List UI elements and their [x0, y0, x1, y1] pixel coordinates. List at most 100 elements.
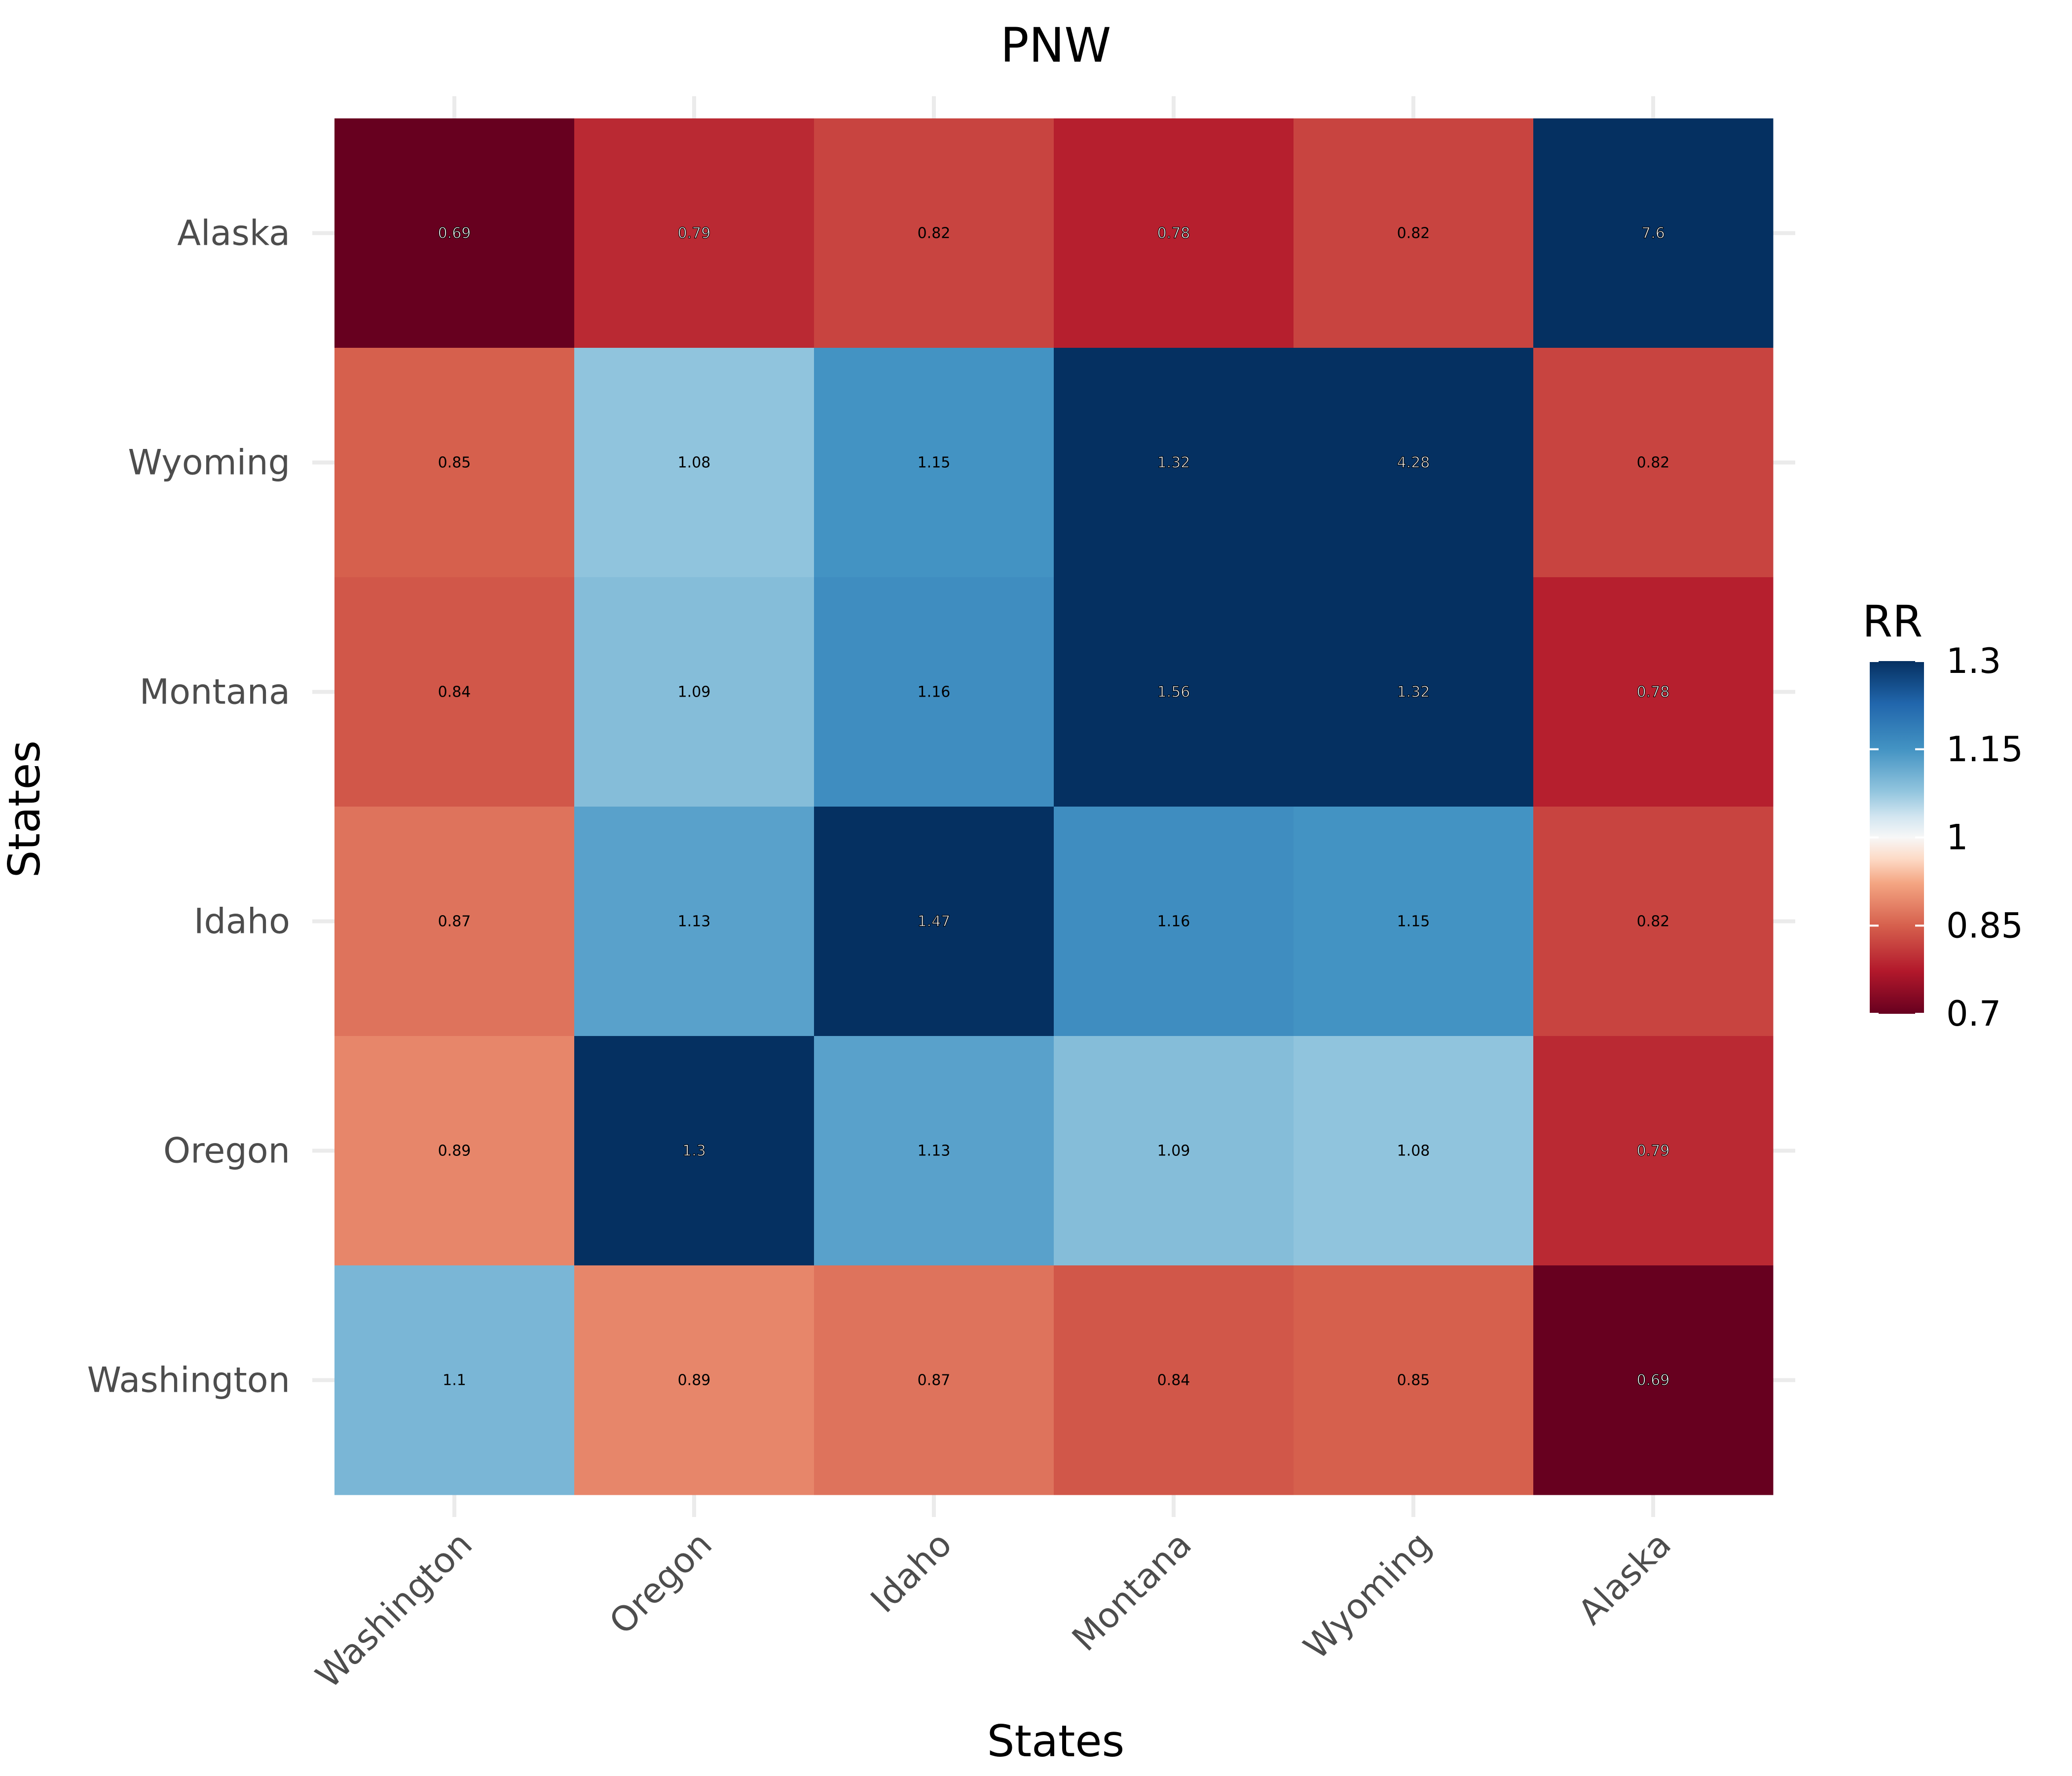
heatmap-cell	[814, 1265, 1054, 1495]
cell-value-label: 0.84	[438, 684, 471, 701]
cell-value-label: 1.15	[918, 454, 951, 472]
x-tick-label: Wyoming	[1296, 1524, 1439, 1667]
legend-tick-label: 1	[1946, 817, 1968, 858]
heatmap-cell	[1294, 118, 1534, 348]
cell-value-label: 1.3	[682, 1143, 706, 1160]
heatmap-cell	[1294, 1036, 1534, 1266]
cell-value-label: 0.79	[1637, 1143, 1670, 1160]
x-tick-label: Alaska	[1570, 1524, 1679, 1632]
cell-value-label: 1.08	[678, 454, 711, 472]
x-tick-label: Montana	[1064, 1524, 1199, 1659]
cell-value-label: 1.47	[918, 913, 951, 930]
cell-value-label: 0.87	[918, 1372, 951, 1389]
heatmap-cell	[334, 577, 575, 807]
cell-value-label: 0.78	[1157, 225, 1190, 242]
y-tick-label: Oregon	[163, 1131, 290, 1171]
cell-value-label: 0.85	[1397, 1372, 1430, 1389]
heatmap-cell	[334, 1036, 575, 1266]
heatmap-cell	[1533, 118, 1774, 348]
heatmap-cell	[1533, 1265, 1774, 1495]
heatmap-cell	[334, 807, 575, 1036]
x-axis-title: States	[987, 1716, 1125, 1767]
cell-value-label: 1.16	[1157, 913, 1190, 930]
chart-title: PNW	[1000, 18, 1111, 73]
heatmap-cell	[1294, 1265, 1534, 1495]
heatmap-cell	[574, 118, 814, 348]
heatmap-cell	[574, 577, 814, 807]
cell-value-label: 1.09	[678, 684, 711, 701]
y-tick-label: Washington	[87, 1360, 290, 1401]
heatmap-cell	[814, 348, 1054, 578]
cell-value-label: 1.56	[1157, 684, 1190, 701]
cell-value-label: 0.69	[438, 225, 471, 242]
heatmap-cell	[334, 1265, 575, 1495]
y-tick-label: Wyoming	[128, 443, 290, 483]
cell-value-label: 1.32	[1157, 454, 1190, 472]
legend-ticks: 1.3 1.15 1 0.85 0.7	[1870, 641, 2023, 1034]
cell-value-label: 0.87	[438, 913, 471, 930]
heatmap-cell	[1054, 1036, 1294, 1266]
x-tick-label: Idaho	[863, 1524, 960, 1621]
legend-tick-label: 1.3	[1946, 641, 2001, 681]
legend-title: RR	[1862, 596, 1923, 647]
x-axis-tick-labels: Washington Oregon Idaho Montana Wyoming Alask…	[308, 1524, 1679, 1696]
legend-tick-label: 1.15	[1946, 729, 2023, 770]
legend-tick-label: 0.7	[1946, 994, 2001, 1034]
cell-value-label: 1.16	[918, 684, 951, 701]
heatmap-cell	[1533, 348, 1774, 578]
cell-value-label: 1.32	[1397, 684, 1430, 701]
y-tick-label: Idaho	[194, 901, 290, 942]
cell-value-label: 7.6	[1641, 225, 1665, 242]
legend-colorbar	[1870, 661, 1924, 1014]
cell-value-label: 1.09	[1157, 1143, 1190, 1160]
heatmap-cell	[574, 807, 814, 1036]
cell-value-label: 0.82	[1637, 454, 1670, 472]
heatmap-cell	[814, 577, 1054, 807]
cell-value-label: 0.82	[1397, 225, 1430, 242]
cell-value-label: 0.89	[678, 1372, 711, 1389]
heatmap-cell	[334, 348, 575, 578]
heatmap-cell	[574, 1036, 814, 1266]
heatmap-cell	[1054, 577, 1294, 807]
cell-value-label: 0.84	[1157, 1372, 1190, 1389]
cell-value-label: 0.82	[918, 225, 951, 242]
heatmap-cell	[334, 118, 575, 348]
heatmap-cell	[1054, 348, 1294, 578]
heatmap-cells	[334, 118, 1774, 1495]
y-axis-title: States	[0, 740, 50, 878]
heatmap-cell	[1054, 807, 1294, 1036]
heatmap-cell	[814, 118, 1054, 348]
cell-value-label: 1.13	[678, 913, 711, 930]
legend-tick-label: 0.85	[1946, 905, 2023, 946]
cell-value-label: 0.82	[1637, 913, 1670, 930]
heatmap-cell	[1533, 1036, 1774, 1266]
heatmap-cell	[814, 807, 1054, 1036]
y-tick-label: Alaska	[177, 213, 290, 254]
x-tick-label: Washington	[308, 1524, 480, 1696]
cell-value-label: 4.28	[1397, 454, 1430, 472]
y-tick-label: Montana	[140, 672, 290, 712]
heatmap-cell	[1294, 807, 1534, 1036]
heatmap-cell	[574, 348, 814, 578]
heatmap-cell	[1533, 807, 1774, 1036]
cell-value-label: 0.85	[438, 454, 471, 472]
heatmap-cell	[1294, 577, 1534, 807]
cell-value-label: 1.13	[918, 1143, 951, 1160]
cell-value-label: 0.69	[1637, 1372, 1670, 1389]
heatmap-cell	[1294, 348, 1534, 578]
heatmap-cell	[574, 1265, 814, 1495]
cell-value-label: 0.79	[678, 225, 711, 242]
y-axis-tick-labels: Washington Oregon Idaho Montana Wyoming Alask…	[87, 213, 290, 1401]
cell-value-label: 0.78	[1637, 684, 1670, 701]
x-tick-label: Oregon	[601, 1524, 720, 1642]
cell-value-label: 1.1	[443, 1372, 466, 1389]
heatmap-cell	[1054, 1265, 1294, 1495]
cell-value-label: 0.89	[438, 1143, 471, 1160]
cell-value-label: 1.15	[1397, 913, 1430, 930]
heatmap-cell	[1533, 577, 1774, 807]
color-legend: RR 1.3 1.15 1 0.85 0.7	[1862, 596, 2023, 1034]
cell-value-labels: 0.69 0.79 0.82 0.78 0.82 7.6 0.85 1.08 1.15 1.32 4…	[438, 224, 1670, 1389]
cell-value-label: 1.08	[1397, 1143, 1430, 1160]
heatmap-cell	[814, 1036, 1054, 1266]
